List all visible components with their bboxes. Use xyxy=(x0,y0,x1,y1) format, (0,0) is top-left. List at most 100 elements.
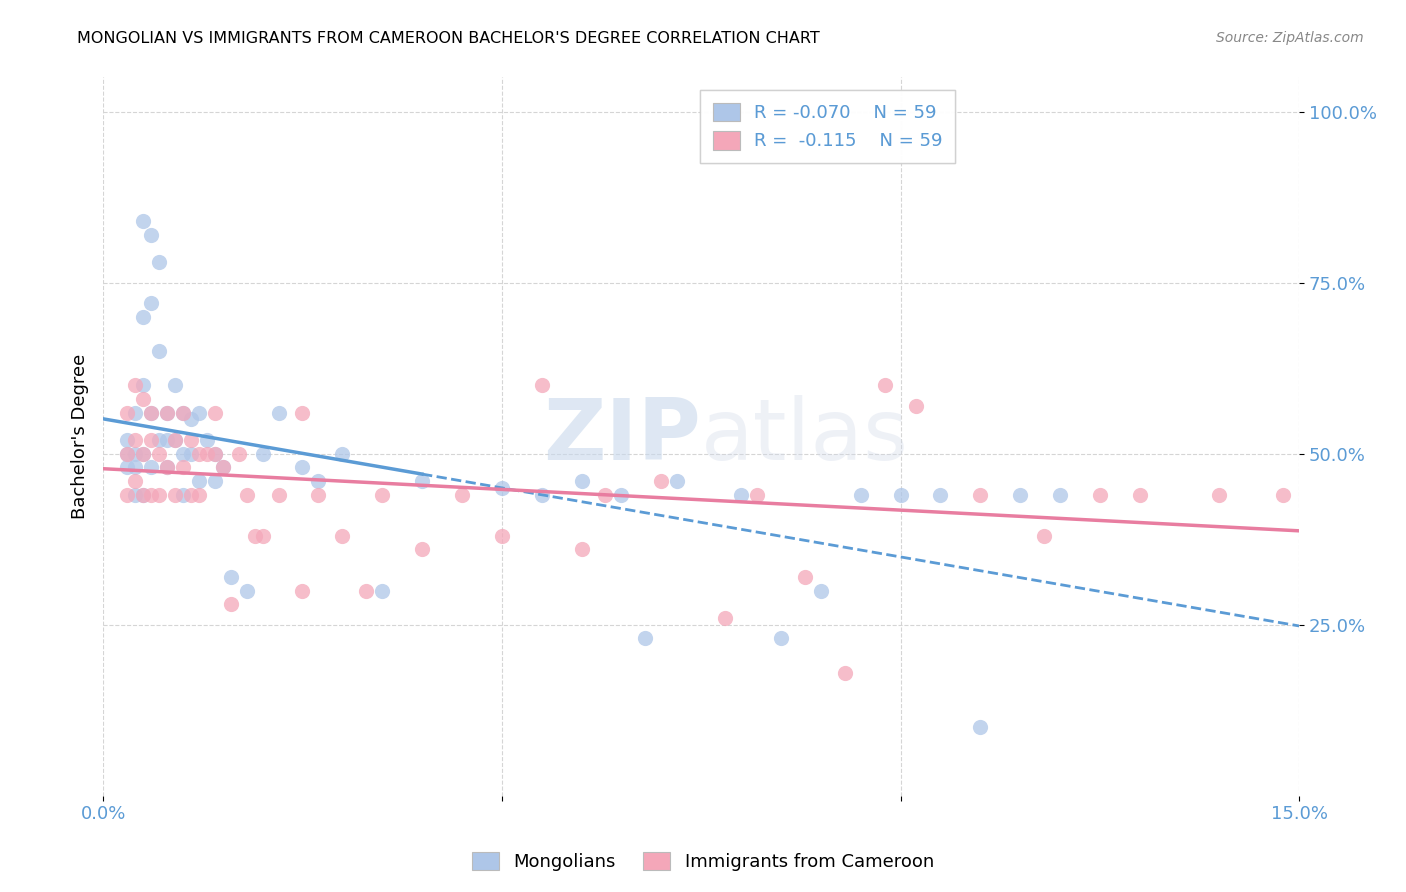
Point xyxy=(1088,488,1111,502)
Point xyxy=(204,406,226,420)
Point xyxy=(163,433,186,447)
Point xyxy=(163,488,186,502)
Point xyxy=(187,447,209,461)
Point xyxy=(124,378,146,392)
Point xyxy=(307,488,329,502)
Point xyxy=(211,460,233,475)
Y-axis label: Bachelor's Degree: Bachelor's Degree xyxy=(72,354,89,519)
Point xyxy=(491,481,513,495)
Point xyxy=(124,460,146,475)
Point xyxy=(148,344,170,359)
Point xyxy=(124,406,146,420)
Point xyxy=(148,255,170,269)
Point xyxy=(330,529,353,543)
Point xyxy=(180,447,202,461)
Point xyxy=(148,433,170,447)
Point xyxy=(124,474,146,488)
Text: MONGOLIAN VS IMMIGRANTS FROM CAMEROON BACHELOR'S DEGREE CORRELATION CHART: MONGOLIAN VS IMMIGRANTS FROM CAMEROON BA… xyxy=(77,31,820,46)
Point xyxy=(172,406,194,420)
Point xyxy=(291,406,314,420)
Point xyxy=(180,488,202,502)
Point xyxy=(139,460,162,475)
Point xyxy=(148,488,170,502)
Point xyxy=(132,447,155,461)
Point xyxy=(745,488,768,502)
Point xyxy=(291,583,314,598)
Point xyxy=(139,488,162,502)
Point xyxy=(172,406,194,420)
Point xyxy=(411,474,433,488)
Point xyxy=(156,406,179,420)
Point xyxy=(371,583,394,598)
Point xyxy=(1033,529,1056,543)
Point xyxy=(307,474,329,488)
Point xyxy=(291,460,314,475)
Legend: Mongolians, Immigrants from Cameroon: Mongolians, Immigrants from Cameroon xyxy=(465,845,941,879)
Point xyxy=(849,488,872,502)
Point xyxy=(219,570,242,584)
Point xyxy=(969,488,991,502)
Point xyxy=(252,447,274,461)
Point xyxy=(1010,488,1032,502)
Point xyxy=(530,378,553,392)
Point xyxy=(491,529,513,543)
Point xyxy=(204,447,226,461)
Point xyxy=(1272,488,1295,502)
Point xyxy=(195,447,218,461)
Point xyxy=(371,488,394,502)
Point xyxy=(156,433,179,447)
Point xyxy=(124,488,146,502)
Point xyxy=(139,227,162,242)
Point xyxy=(873,378,896,392)
Point xyxy=(411,542,433,557)
Point xyxy=(634,632,657,646)
Text: Source: ZipAtlas.com: Source: ZipAtlas.com xyxy=(1216,31,1364,45)
Point xyxy=(132,447,155,461)
Point xyxy=(969,720,991,734)
Point xyxy=(156,406,179,420)
Point xyxy=(330,447,353,461)
Point xyxy=(172,447,194,461)
Point xyxy=(211,460,233,475)
Point xyxy=(267,488,290,502)
Point xyxy=(115,433,138,447)
Point xyxy=(769,632,792,646)
Point xyxy=(115,488,138,502)
Point xyxy=(610,488,633,502)
Point xyxy=(115,447,138,461)
Point xyxy=(1129,488,1152,502)
Point xyxy=(139,433,162,447)
Point xyxy=(356,583,378,598)
Point xyxy=(156,460,179,475)
Point xyxy=(172,488,194,502)
Point xyxy=(228,447,250,461)
Point xyxy=(124,433,146,447)
Point xyxy=(132,392,155,406)
Point xyxy=(172,460,194,475)
Point xyxy=(889,488,911,502)
Text: ZIP: ZIP xyxy=(544,395,702,478)
Point xyxy=(139,406,162,420)
Point xyxy=(132,488,155,502)
Point xyxy=(834,665,856,680)
Point xyxy=(163,433,186,447)
Point xyxy=(132,310,155,324)
Point xyxy=(187,474,209,488)
Point xyxy=(666,474,689,488)
Point xyxy=(243,529,266,543)
Point xyxy=(139,296,162,310)
Point xyxy=(267,406,290,420)
Point xyxy=(115,447,138,461)
Point xyxy=(714,611,737,625)
Point xyxy=(235,583,257,598)
Point xyxy=(793,570,815,584)
Point xyxy=(187,406,209,420)
Point xyxy=(571,542,593,557)
Point xyxy=(148,447,170,461)
Point xyxy=(929,488,952,502)
Point xyxy=(115,406,138,420)
Point xyxy=(124,447,146,461)
Point xyxy=(451,488,474,502)
Point xyxy=(180,412,202,426)
Point xyxy=(156,460,179,475)
